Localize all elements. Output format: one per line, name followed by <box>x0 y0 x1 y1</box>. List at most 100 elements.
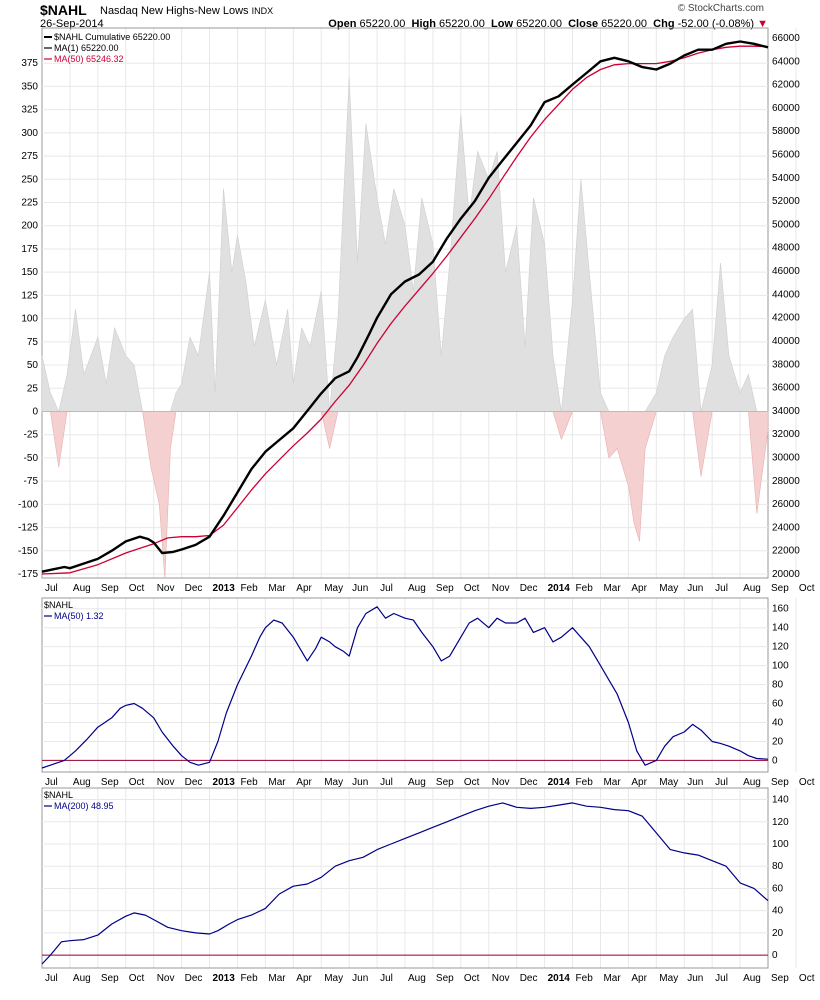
x-tick-label: Feb <box>576 973 594 984</box>
x-tick-label: Dec <box>185 973 203 984</box>
right-tick-label: 58000 <box>772 126 800 137</box>
x-tick-label: Jun <box>352 777 368 788</box>
legend-entry: MA(1) 65220.00 <box>54 43 119 53</box>
x-tick-label: May <box>659 777 678 788</box>
x-tick-label: 2014 <box>548 973 571 984</box>
chg-value: -52.00 (-0.08%) <box>677 18 755 30</box>
x-tick-label: Jul <box>380 973 393 984</box>
x-tick-label: Nov <box>492 973 510 984</box>
left-tick-label: 25 <box>27 383 39 394</box>
right-tick-label: 42000 <box>772 313 800 324</box>
right-tick-label: 60000 <box>772 103 800 114</box>
x-tick-label: Apr <box>296 777 312 788</box>
x-tick-label: Oct <box>129 777 145 788</box>
right-tick-label: 100 <box>772 839 789 850</box>
right-tick-label: 0 <box>772 755 778 766</box>
right-tick-label: 100 <box>772 661 789 672</box>
right-tick-label: 40 <box>772 717 784 728</box>
left-tick-label: 375 <box>21 58 38 69</box>
right-tick-label: 120 <box>772 642 789 653</box>
x-tick-label: Aug <box>408 777 426 788</box>
x-tick-label: Aug <box>743 583 761 594</box>
left-tick-label: -125 <box>18 523 38 534</box>
x-tick-label: Apr <box>631 583 647 594</box>
x-tick-label: Apr <box>296 973 312 984</box>
x-tick-label: Oct <box>799 583 815 594</box>
x-tick-label: Dec <box>520 973 538 984</box>
x-tick-label: Oct <box>129 973 145 984</box>
ma-line <box>41 802 769 965</box>
legend-entry: MA(200) 48.95 <box>54 801 114 811</box>
brand-text: © StockCharts.com <box>677 3 764 14</box>
low-label: Low <box>491 18 514 30</box>
low-value: 65220.00 <box>516 18 562 30</box>
right-tick-label: 22000 <box>772 546 800 557</box>
x-tick-label: Sep <box>436 973 454 984</box>
x-tick-label: Oct <box>129 583 145 594</box>
right-tick-label: 20 <box>772 928 784 939</box>
x-tick-label: Aug <box>73 583 91 594</box>
left-tick-label: 175 <box>21 244 38 255</box>
x-tick-label: Aug <box>73 777 91 788</box>
open-label: Open <box>328 18 357 30</box>
x-tick-label: Aug <box>408 583 426 594</box>
right-tick-label: 140 <box>772 795 789 806</box>
right-tick-label: 120 <box>772 817 789 828</box>
x-tick-label: Oct <box>464 973 480 984</box>
x-tick-label: May <box>324 973 343 984</box>
right-tick-label: 62000 <box>772 80 800 91</box>
x-tick-label: Jul <box>45 583 58 594</box>
x-tick-label: Jul <box>45 973 58 984</box>
chart-date: 26-Sep-2014 <box>40 18 104 30</box>
x-tick-label: Dec <box>520 777 538 788</box>
x-tick-label: Feb <box>240 973 258 984</box>
x-tick-label: Oct <box>464 583 480 594</box>
ma-line <box>41 606 769 769</box>
left-tick-label: 125 <box>21 290 38 301</box>
right-tick-label: 40 <box>772 906 784 917</box>
symbol-title: $NAHL <box>40 2 87 18</box>
x-tick-label: Nov <box>157 973 175 984</box>
x-tick-label: May <box>659 583 678 594</box>
left-tick-label: 50 <box>27 360 39 371</box>
right-tick-label: 54000 <box>772 173 800 184</box>
left-tick-label: 100 <box>21 314 38 325</box>
chg-label: Chg <box>653 18 675 30</box>
right-tick-label: 60 <box>772 883 784 894</box>
right-tick-label: 26000 <box>772 499 800 510</box>
x-tick-label: Nov <box>492 777 510 788</box>
right-tick-label: 64000 <box>772 56 800 67</box>
x-tick-label: May <box>324 777 343 788</box>
left-tick-label: 200 <box>21 221 38 232</box>
left-tick-label: 0 <box>32 406 38 417</box>
x-tick-label: Jul <box>45 777 58 788</box>
legend-entry: MA(50) 65246.32 <box>54 54 124 64</box>
right-tick-label: 140 <box>772 623 789 634</box>
x-tick-label: Aug <box>408 973 426 984</box>
left-tick-label: 350 <box>21 81 38 92</box>
right-tick-label: 40000 <box>772 336 800 347</box>
x-tick-label: Dec <box>185 583 203 594</box>
right-tick-label: 24000 <box>772 522 800 533</box>
x-tick-label: Oct <box>799 777 815 788</box>
left-tick-label: 150 <box>21 267 38 278</box>
x-tick-label: Oct <box>464 777 480 788</box>
cumulative-line <box>41 40 769 573</box>
x-tick-label: Nov <box>157 777 175 788</box>
x-tick-label: Sep <box>101 583 119 594</box>
left-tick-label: 250 <box>21 174 38 185</box>
left-tick-label: -50 <box>24 453 39 464</box>
symbol-description: Nasdaq New Highs-New Lows INDX <box>100 5 273 17</box>
left-tick-label: 300 <box>21 128 38 139</box>
x-tick-label: 2013 <box>213 973 236 984</box>
right-tick-label: 30000 <box>772 452 800 463</box>
legend-entry: $NAHL Cumulative 65220.00 <box>54 32 170 42</box>
left-tick-label: -175 <box>18 569 38 580</box>
x-tick-label: Mar <box>603 777 621 788</box>
description-text: Nasdaq New Highs-New Lows <box>100 5 249 17</box>
right-tick-label: 20000 <box>772 569 800 580</box>
x-tick-label: May <box>659 973 678 984</box>
left-tick-label: 75 <box>27 337 39 348</box>
left-tick-label: -25 <box>24 430 39 441</box>
